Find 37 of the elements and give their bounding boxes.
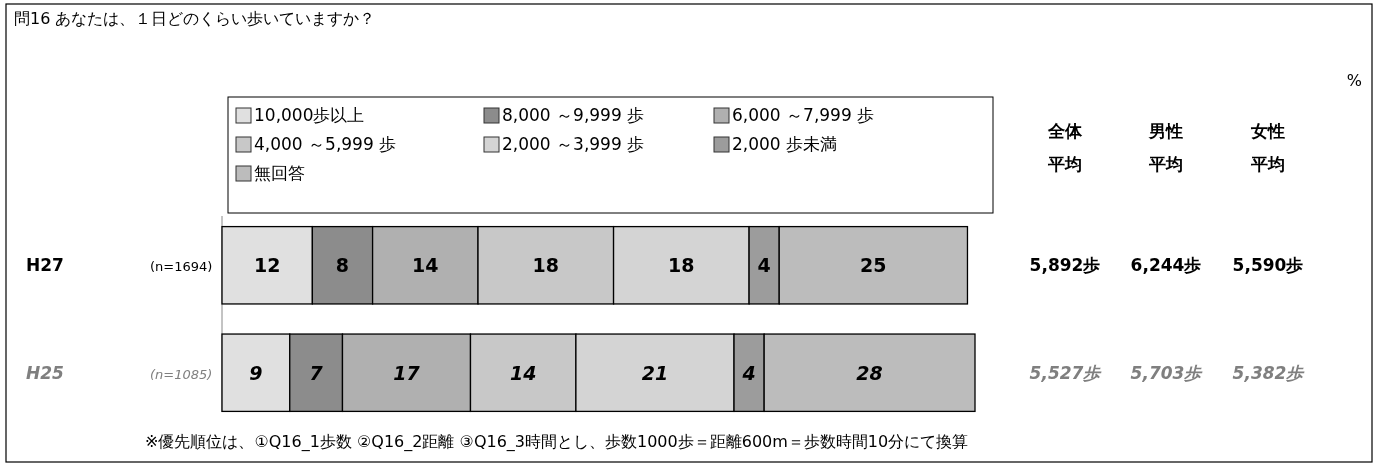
data-label: 28 <box>856 361 883 384</box>
data-label: 21 <box>641 361 669 384</box>
data-label: 14 <box>509 361 537 384</box>
text: (n=1085) <box>150 366 213 382</box>
text: 5,382歩 <box>1232 362 1306 383</box>
text: (n=1694) <box>150 259 213 275</box>
text: 男性平均 <box>1148 121 1183 174</box>
text: 5,590歩 <box>1232 255 1304 276</box>
legend-label: 10,000歩以上 <box>254 105 365 125</box>
text: 5,527歩 <box>1029 362 1103 383</box>
data-label: 14 <box>412 254 439 277</box>
legend-label: 2,000 歩未満 <box>732 134 838 154</box>
data-label: 12 <box>253 254 281 277</box>
legend-label: 8,000 ～9,999 歩 <box>502 105 645 125</box>
text: 女性平均 <box>1250 121 1285 174</box>
data-label: 18 <box>532 254 560 277</box>
text: 5,892歩 <box>1029 255 1101 276</box>
chart-title: 問16 あなたは、１日どのくらい歩いていますか？ <box>14 9 376 28</box>
data-label: 18 <box>668 254 695 277</box>
data-label: 17 <box>393 361 421 384</box>
legend-label: 6,000 ～7,999 歩 <box>732 105 875 125</box>
data-label: 25 <box>860 254 887 277</box>
legend-label: 2,000 ～3,999 歩 <box>502 134 645 154</box>
legend-label: 無回答 <box>254 163 305 183</box>
y-tick-label: H27 <box>26 255 64 276</box>
y-tick-label: H25 <box>26 362 64 383</box>
data-label: 9 <box>249 361 263 384</box>
text: 5,703歩 <box>1130 362 1204 383</box>
text: 6,244歩 <box>1130 255 1202 276</box>
legend-label: 4,000 ～5,999 歩 <box>254 134 397 154</box>
data-label: 7 <box>309 361 324 384</box>
data-label: 4 <box>741 361 756 384</box>
data-label: 4 <box>757 254 771 277</box>
text: ※優先順位は、①Q16_1歩数 ②Q16_2距離 ③Q16_3時間とし、歩数1000歩＝距離600m＝歩数時間10分にて換算 <box>145 432 969 452</box>
text: 全体平均 <box>1047 121 1083 174</box>
text: % <box>1346 71 1362 90</box>
data-label: 8 <box>335 254 350 277</box>
